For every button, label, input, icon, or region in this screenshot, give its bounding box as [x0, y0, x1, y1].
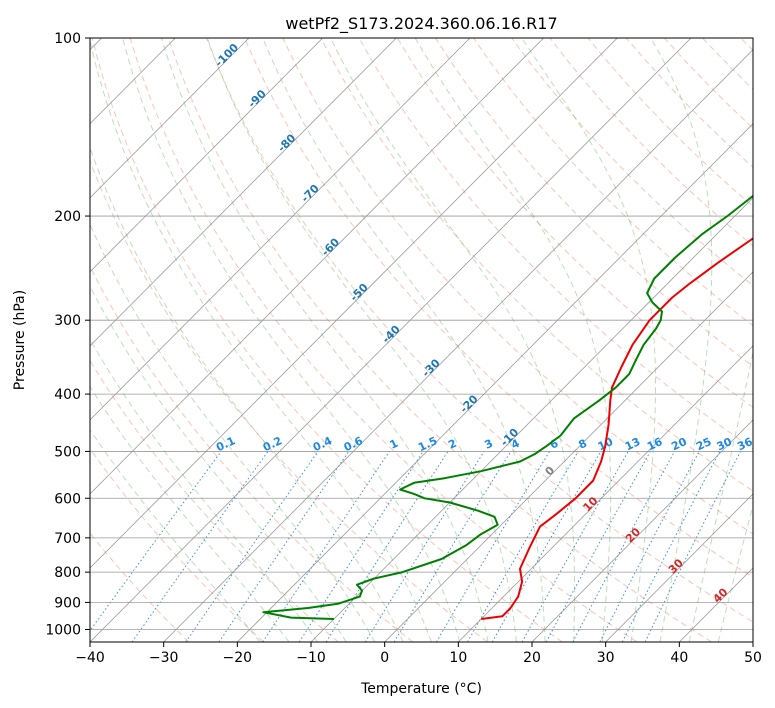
moist-adiabat-line	[90, 285, 347, 642]
x-tick-label: 30	[597, 650, 615, 666]
y-axis-label: Pressure (hPa)	[12, 290, 28, 390]
dry-adiabat-line	[244, 38, 753, 579]
moist-adiabat-line	[122, 38, 461, 642]
moist-adiabat-line	[717, 503, 753, 642]
background-lines	[90, 38, 753, 642]
isotherm-line	[90, 38, 323, 273]
mixing-ratio-line	[572, 451, 676, 642]
isotherm-line	[458, 345, 753, 642]
dry-adiabat-line	[511, 38, 753, 287]
x-tick-label: 20	[523, 650, 541, 666]
y-tick-label: 100	[54, 31, 81, 47]
moist-adiabat-line	[160, 38, 489, 642]
x-tick-label: 10	[449, 650, 467, 666]
moist-adiabat-line	[90, 385, 290, 642]
plot-frame	[89, 37, 754, 643]
mixing-ratio-line	[90, 451, 222, 632]
x-tick-label: −20	[223, 650, 253, 666]
x-tick-label: −10	[296, 650, 326, 666]
y-tick-label: 500	[54, 444, 81, 460]
mixing-ratio-line	[644, 451, 741, 642]
y-tick-label: 800	[54, 565, 81, 581]
profiles	[262, 194, 753, 620]
grid-lines	[90, 38, 753, 642]
dry-adiabat-line	[473, 38, 753, 327]
mixing-ratio-line	[298, 451, 424, 642]
dry-adiabat-line	[90, 447, 264, 642]
x-tick-label: 0	[380, 650, 389, 666]
mixing-ratio-line	[521, 451, 629, 642]
isotherm-line	[531, 419, 753, 642]
moist-adiabat-line	[90, 428, 261, 642]
isotherm-line	[90, 38, 618, 569]
x-tick-label: 40	[670, 650, 688, 666]
x-axis-label: Temperature (°C)	[360, 681, 482, 697]
moist-adiabat-line	[90, 338, 319, 642]
mixing-ratio-line	[218, 451, 350, 642]
x-tick-label: 50	[744, 650, 762, 666]
isotherm-line	[90, 38, 471, 421]
moist-adiabat-line	[521, 38, 656, 642]
moist-adiabat-line	[90, 223, 376, 642]
mixing-ratio-label: 13	[623, 435, 642, 453]
isotherm-line	[237, 123, 753, 642]
dry-adiabat-line	[167, 38, 712, 642]
y-tick-label: 700	[54, 531, 81, 547]
dry-adiabat-line	[90, 265, 414, 642]
mixing-ratio-line	[621, 451, 721, 642]
chart-title: wetPf2_S173.2024.360.06.16.R17	[285, 14, 557, 34]
dry-adiabat-line	[90, 359, 339, 642]
mixing-ratio-label: 20	[669, 435, 689, 453]
dry-adiabat-line	[91, 38, 563, 642]
isotherm-line	[90, 38, 397, 347]
mixing-ratio-label: 30	[715, 435, 735, 453]
mixing-ratio-label: 36	[735, 435, 755, 453]
isotherm-line	[163, 49, 753, 642]
y-tick-label: 600	[54, 491, 81, 507]
mixing-ratio-line	[545, 451, 651, 642]
moist-adiabat-line	[262, 38, 546, 642]
dry-adiabat-line	[320, 38, 753, 492]
x-tick-label: −30	[149, 650, 179, 666]
y-tick-label: 200	[54, 209, 81, 225]
mixing-ratio-line	[185, 451, 319, 642]
isotherm-line	[310, 197, 753, 642]
y-tick-label: 900	[54, 595, 81, 611]
moist-adiabat-line	[90, 38, 432, 642]
mixing-ratio-line	[393, 451, 512, 642]
isotherm-line	[90, 38, 692, 642]
mixing-ratio-label: 16	[645, 435, 665, 453]
isotherm-line	[90, 38, 250, 199]
mixing-ratio-line	[262, 451, 390, 642]
dry-adiabat-line	[129, 38, 638, 642]
moist-adiabat-line	[414, 38, 612, 642]
moist-adiabat-line	[688, 350, 753, 642]
mixing-ratio-line	[364, 451, 485, 642]
isotherm-line	[605, 493, 753, 642]
moist-adiabat-line	[650, 38, 713, 642]
dry-adiabat-line	[206, 38, 753, 623]
x-tick-label: −40	[75, 650, 105, 666]
axes: −40 −30 −20 −10 0 10 20 30 40 50 100 200 300 400 500 60…	[45, 31, 762, 666]
isotherm-line	[90, 38, 544, 495]
y-tick-label: 300	[54, 313, 81, 329]
moist-adiabat-line	[90, 146, 404, 642]
dewpoint-profile	[262, 194, 753, 620]
mixing-ratio-line	[325, 451, 449, 642]
temperature-profile	[481, 237, 753, 620]
moist-adiabat-line	[330, 38, 576, 642]
y-tick-label: 400	[54, 387, 81, 403]
dry-adiabat-line	[434, 38, 753, 367]
mixing-ratio-label: 25	[694, 435, 713, 453]
isotherm-line	[384, 271, 753, 642]
y-tick-label: 1000	[45, 622, 81, 638]
dry-adiabat-line	[282, 38, 753, 535]
moist-adiabat-line	[206, 38, 517, 642]
